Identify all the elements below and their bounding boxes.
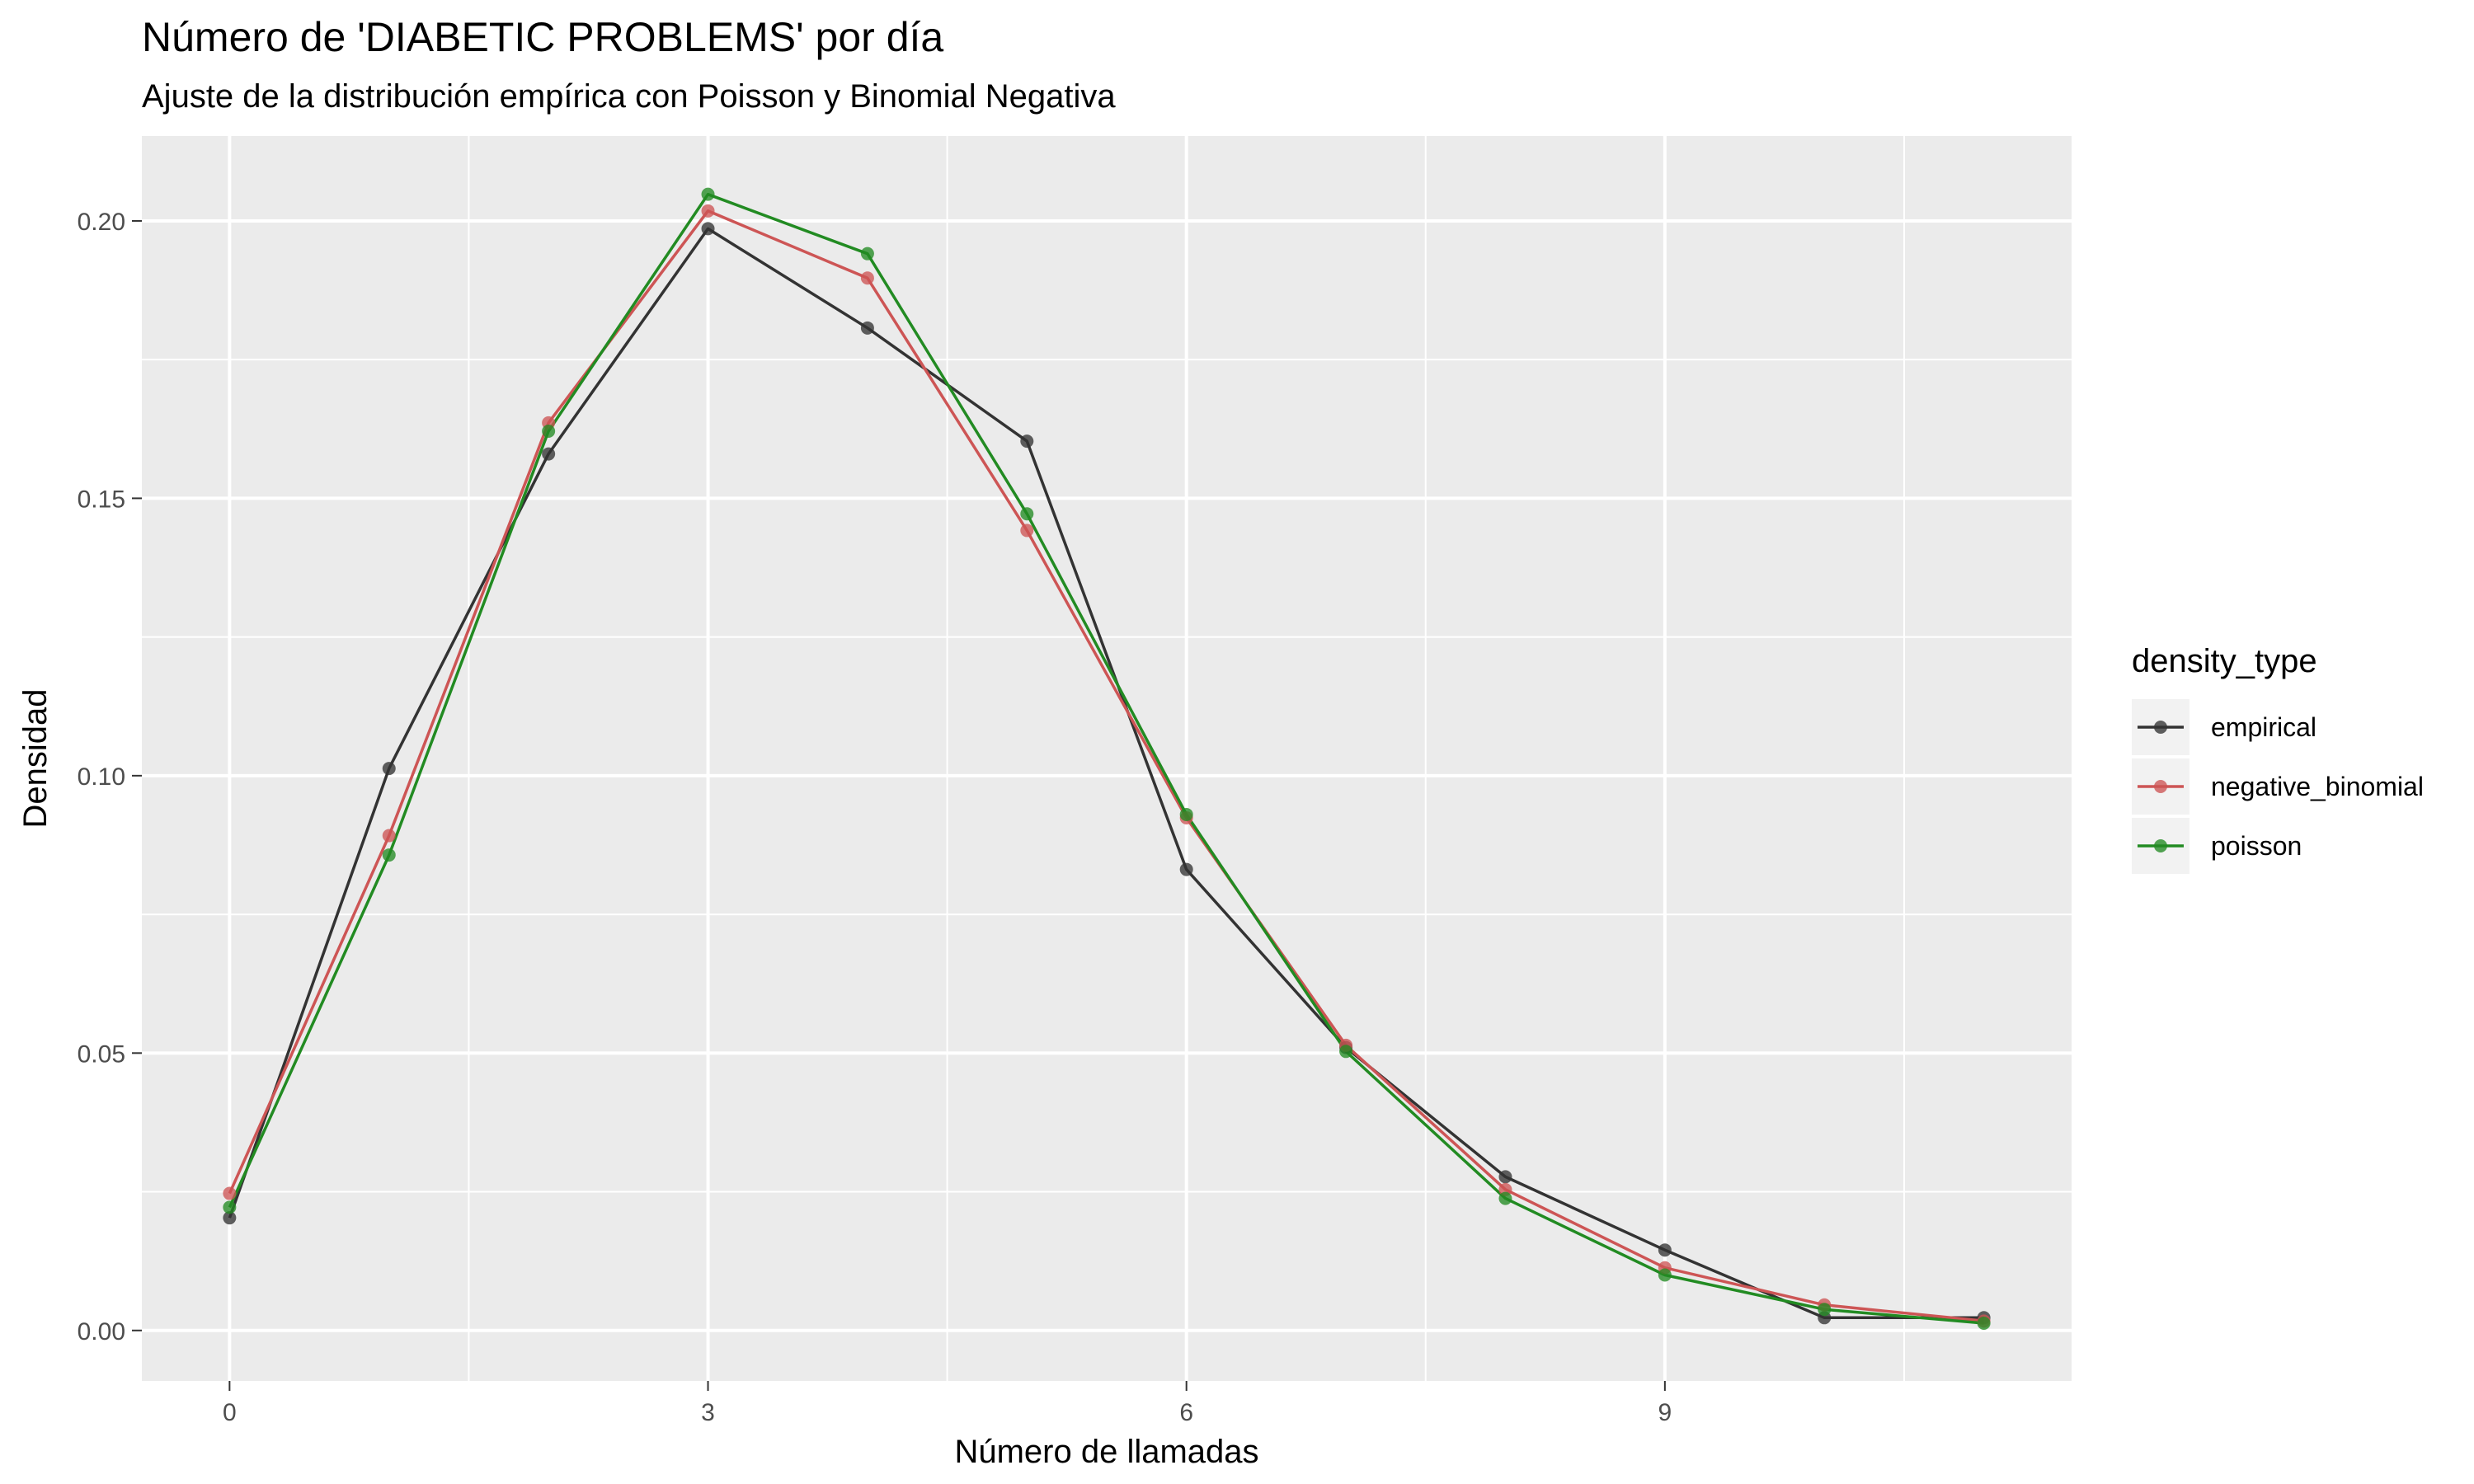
- data-point-negative_binomial: [860, 271, 874, 285]
- y-tick-label: 0.05: [78, 1040, 125, 1068]
- grid-major: [142, 136, 2072, 1381]
- legend: density_type empirical negative_binomialp…: [2132, 643, 2424, 874]
- x-axis-title: Número de llamadas: [954, 1434, 1258, 1470]
- series-line-empirical: [228, 227, 1984, 1320]
- data-point-negative_binomial: [382, 829, 396, 843]
- x-tick-label: 0: [223, 1399, 237, 1426]
- chart-subtitle: Ajuste de la distribución empírica con P…: [142, 78, 1116, 115]
- data-point-poisson: [1339, 1045, 1353, 1059]
- data-point-empirical: [1020, 434, 1034, 448]
- legend-label-poisson: poisson: [2211, 831, 2302, 861]
- data-point-negative_binomial: [223, 1186, 237, 1200]
- data-point-poisson: [542, 424, 556, 438]
- plot-panel: [142, 136, 2072, 1381]
- data-point-empirical: [1658, 1243, 1672, 1257]
- legend-key-point: [2154, 839, 2167, 852]
- series-line-poisson: [228, 192, 1984, 1325]
- data-point-empirical: [1498, 1170, 1512, 1184]
- data-point-negative_binomial: [701, 204, 715, 218]
- legend-label-empirical: empirical: [2211, 712, 2316, 742]
- x-tick-label: 6: [1179, 1399, 1193, 1426]
- y-tick-label: 0.20: [78, 209, 125, 236]
- data-point-poisson: [1977, 1317, 1991, 1331]
- x-tick-label: 3: [701, 1399, 715, 1426]
- data-point-empirical: [382, 762, 396, 776]
- data-point-empirical: [1179, 862, 1193, 876]
- y-axis-title: Densidad: [17, 688, 54, 828]
- grid-minor: [142, 136, 2072, 1381]
- y-tick-label: 0.10: [78, 763, 125, 791]
- data-point-poisson: [223, 1200, 237, 1214]
- data-point-empirical: [223, 1211, 237, 1225]
- legend-key-point: [2154, 721, 2167, 734]
- axis-ticks: [132, 219, 1666, 1391]
- legend-title: density_type: [2132, 643, 2317, 679]
- data-point-poisson: [1498, 1191, 1512, 1205]
- data-point-poisson: [1658, 1268, 1672, 1282]
- data-point-poisson: [382, 848, 396, 862]
- data-point-poisson: [701, 187, 715, 201]
- legend-key-point: [2154, 780, 2167, 793]
- data-point-poisson: [1179, 807, 1193, 821]
- data-point-negative_binomial: [1020, 524, 1034, 538]
- data-point-empirical: [701, 222, 715, 236]
- y-tick-label: 0.00: [78, 1318, 125, 1345]
- series-layer: [223, 187, 1991, 1331]
- data-point-poisson: [1818, 1303, 1832, 1317]
- data-point-poisson: [860, 247, 874, 261]
- tick-labels: 0 3 6 9 0.00 0.05 0.10 0.15 0.20: [78, 209, 1672, 1426]
- y-tick-label: 0.15: [78, 486, 125, 513]
- data-point-empirical: [542, 447, 556, 461]
- data-point-poisson: [1020, 507, 1034, 521]
- series-line-negative_binomial: [228, 209, 1984, 1323]
- legend-label-negative_binomial: negative_binomial: [2211, 772, 2424, 801]
- x-tick-label: 9: [1658, 1399, 1672, 1426]
- chart-title: Número de 'DIABETIC PROBLEMS' por día: [142, 14, 943, 60]
- data-point-empirical: [860, 321, 874, 335]
